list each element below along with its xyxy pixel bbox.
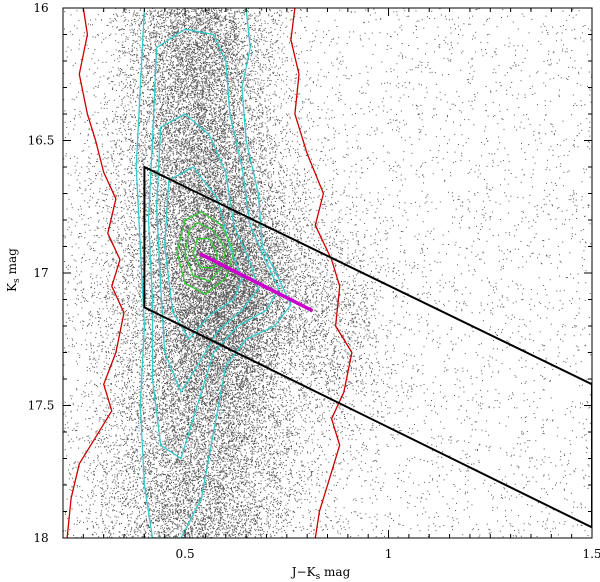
contour-level-4	[164, 166, 243, 340]
x-axis-label: J−Ks mag	[290, 565, 351, 582]
contour-level-2	[147, 28, 280, 460]
overlays	[143, 165, 592, 529]
contour-core-2	[184, 221, 227, 282]
x-axis-ticks: 0.5 1 1.5	[62, 8, 600, 561]
y-axis-ticks: 16 16.5 17 17.5 18	[28, 1, 592, 545]
density-contours	[66, 8, 353, 538]
x-tick-label: 1.5	[582, 547, 600, 561]
star-points	[63, 8, 592, 538]
contour-level-3	[155, 113, 259, 393]
contour-level-1	[135, 8, 292, 538]
contour-outer-left	[66, 8, 125, 538]
selection-box	[143, 165, 592, 529]
x-tick-label: 1	[385, 547, 393, 561]
y-tick-label: 16.5	[28, 134, 55, 148]
y-tick-label: 16	[33, 1, 48, 15]
y-tick-label: 18	[33, 531, 48, 545]
y-axis-label: Ks mag	[5, 248, 22, 292]
y-tick-label: 17	[33, 266, 48, 280]
contour-outer-right	[290, 8, 353, 538]
contour-core-3	[192, 237, 219, 269]
contour-core-1	[176, 211, 235, 295]
y-tick-label: 17.5	[28, 399, 55, 413]
x-tick-label: 0.5	[176, 547, 195, 561]
star-density-scatter	[63, 8, 592, 538]
reddening-vector	[199, 252, 313, 312]
